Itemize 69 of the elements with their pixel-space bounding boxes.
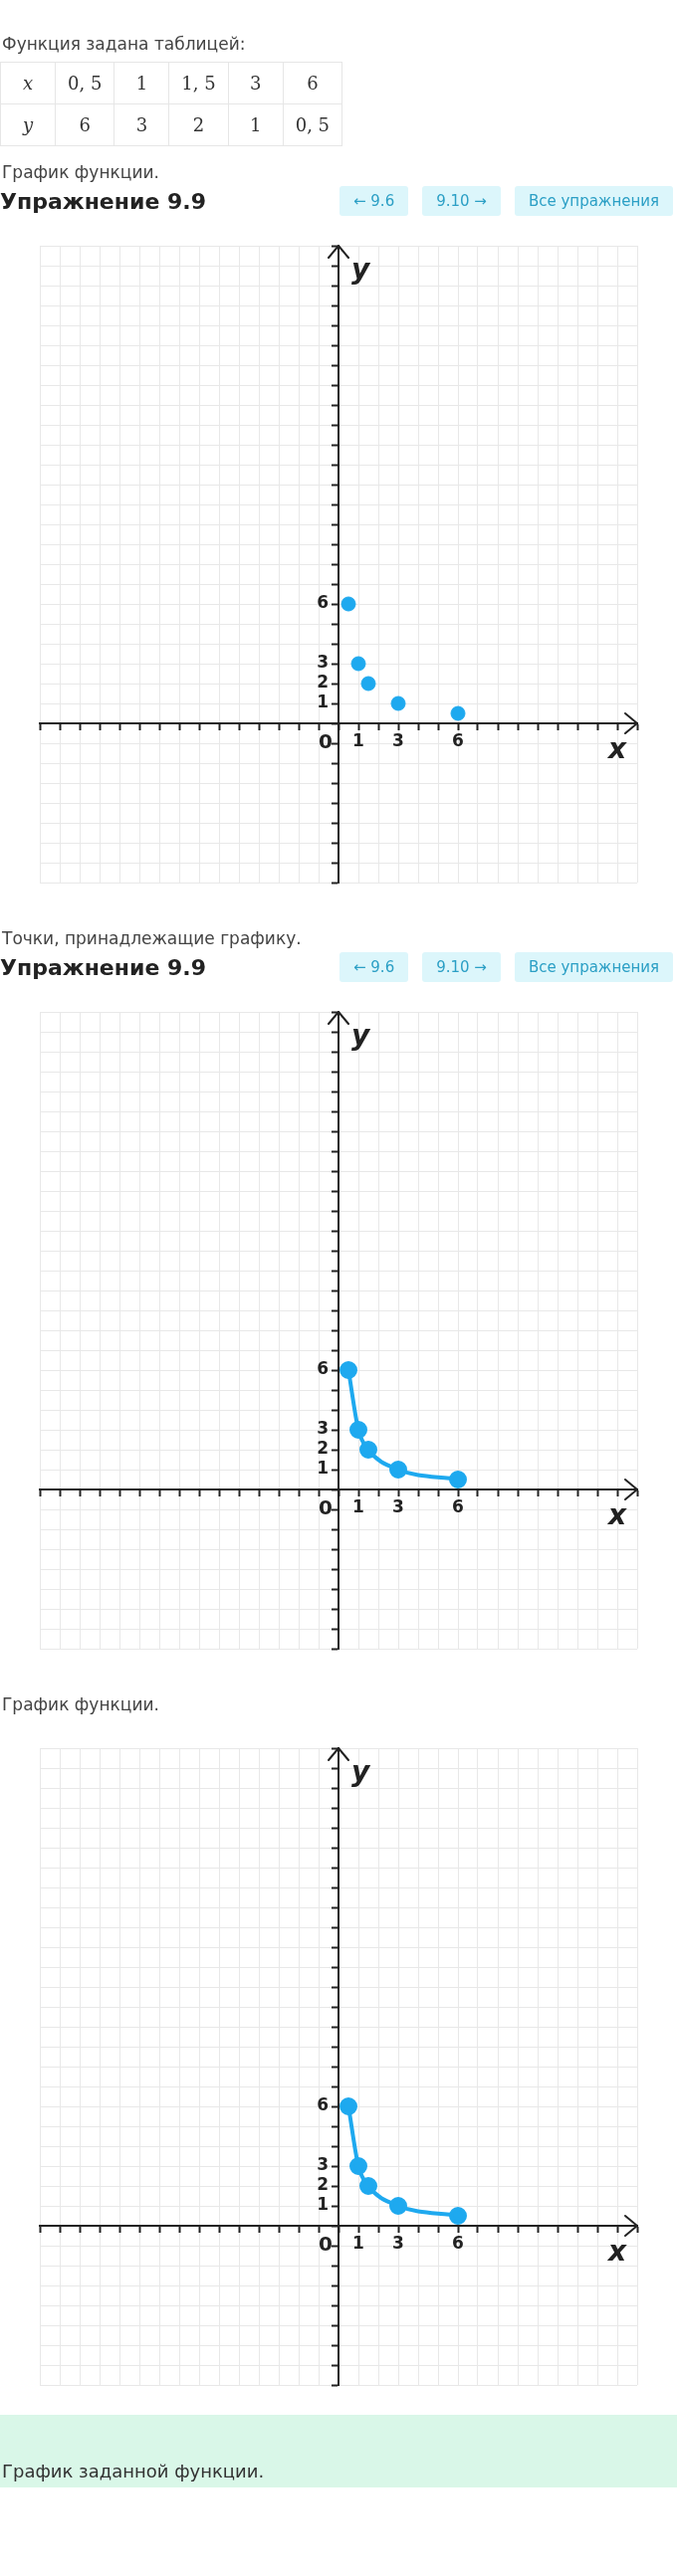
y-tick-label: 3 <box>317 1418 329 1439</box>
category-label: 1 <box>228 103 284 146</box>
x-tick-label: 3 <box>392 729 404 750</box>
text: 9.10 → <box>422 952 501 982</box>
x-tick-label: 6 <box>452 2232 464 2253</box>
annotation: 0 <box>319 729 333 754</box>
point <box>359 2177 377 2195</box>
category-label: 3 <box>113 103 169 146</box>
chart-title: Упражнение 9.9 <box>0 188 206 214</box>
y-tick-label: 1 <box>317 2194 329 2215</box>
text: График заданной функции. <box>0 2415 677 2487</box>
y-tick-label: 3 <box>317 2154 329 2175</box>
point <box>389 1461 407 1479</box>
text: 0, 5 <box>283 103 342 146</box>
text: Функция задана таблицей: <box>1 33 247 56</box>
text: 2 <box>168 103 229 146</box>
point <box>449 2207 467 2225</box>
x-axis-title: x <box>605 2235 627 2269</box>
point <box>449 1471 467 1488</box>
category-label: 1, 5 <box>168 62 229 104</box>
point <box>350 656 366 672</box>
point <box>390 695 406 711</box>
text: Все упражнения <box>514 186 673 216</box>
y-tick-label: 3 <box>317 652 329 673</box>
point <box>349 2157 367 2175</box>
x-tick-label: 6 <box>452 729 464 750</box>
text: Все упражнения <box>514 952 673 982</box>
text: 9.10 → <box>422 186 501 216</box>
point <box>450 705 466 721</box>
x-tick-label: 3 <box>392 2232 404 2253</box>
x-tick-label: 3 <box>392 1495 404 1516</box>
y-tick-label: 2 <box>317 1438 329 1459</box>
point <box>340 596 356 612</box>
point <box>339 2097 357 2115</box>
point <box>339 1361 357 1379</box>
y-tick-label: 2 <box>317 672 329 693</box>
text: График функции. <box>1 1693 160 1716</box>
x-tick-label: 1 <box>352 1495 364 1516</box>
annotation: 0 <box>319 1495 333 1520</box>
x-tick-label: 1 <box>352 729 364 750</box>
y-tick-label: 6 <box>317 2094 329 2115</box>
point <box>349 1421 367 1439</box>
chart-title: Упражнение 9.9 <box>0 954 206 980</box>
text: ← 9.6 <box>338 952 409 982</box>
annotation: 0 <box>319 2232 333 2257</box>
text: ← 9.6 <box>338 186 409 216</box>
y-axis-title: y <box>350 1755 371 1789</box>
y-tick-label: 6 <box>317 1358 329 1379</box>
point <box>389 2197 407 2215</box>
y-tick-label: 6 <box>317 592 329 613</box>
x-axis-title: x <box>605 732 627 766</box>
point <box>359 1441 377 1459</box>
point <box>360 676 376 692</box>
y-tick-label: 1 <box>317 692 329 712</box>
category-label: 0, 5 <box>55 62 114 104</box>
text: 1 <box>113 62 169 104</box>
y-tick-label: 2 <box>317 2174 329 2195</box>
y-axis-title: y <box>350 1019 371 1053</box>
y-axis-title: y <box>350 253 371 287</box>
text: 3 <box>228 62 284 104</box>
text: x <box>0 62 56 104</box>
x-tick-label: 1 <box>352 2232 364 2253</box>
category-label: 6 <box>55 103 114 146</box>
x-axis-title: x <box>605 1498 627 1532</box>
text: y <box>0 103 56 146</box>
text: График функции. <box>1 161 160 184</box>
y-tick-label: 1 <box>317 1458 329 1479</box>
x-tick-label: 6 <box>452 1495 464 1516</box>
text: Точки, принадлежащие графику. <box>1 927 303 950</box>
